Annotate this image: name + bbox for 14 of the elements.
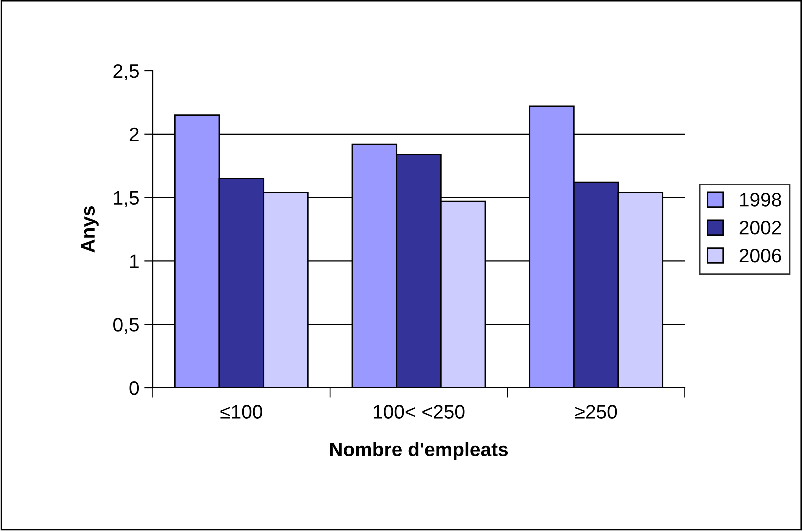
y-tick-label: 1,5: [114, 191, 139, 208]
x-axis-title: Nombre d'empleats: [330, 442, 508, 460]
y-tick-label: 2,5: [114, 64, 139, 81]
x-tick-label: ≤100: [220, 405, 262, 419]
y-tick-label: 0,5: [114, 318, 139, 334]
y-tick-label: 1: [130, 254, 139, 268]
x-tick-label: ≥250: [575, 405, 618, 419]
legend-label: 2002: [740, 221, 782, 235]
x-tick-label: 100< <250: [374, 405, 465, 419]
legend-label: 1998: [740, 193, 782, 207]
legend-label: 2006: [740, 248, 782, 263]
y-tick-label: 2: [130, 128, 139, 142]
y-axis-title: Anys: [81, 206, 99, 253]
y-tick-label: 0: [130, 381, 140, 396]
